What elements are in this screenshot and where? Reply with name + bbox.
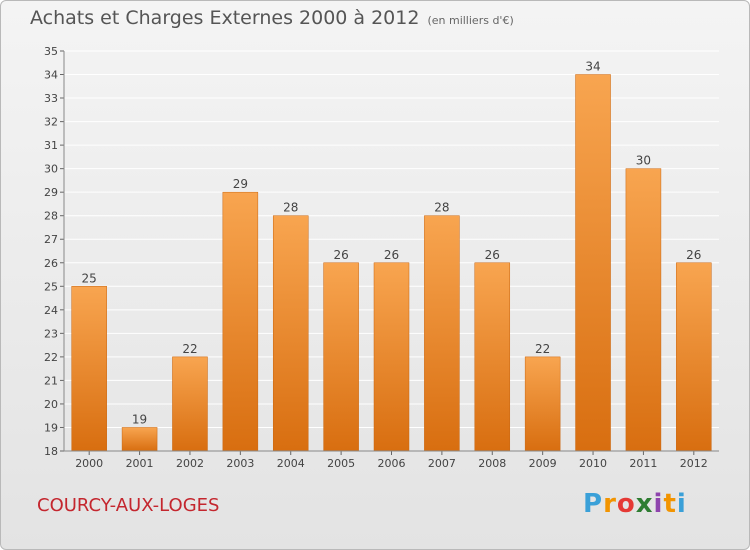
data-label: 19 xyxy=(132,412,147,426)
proxiti-logo: Proxiti xyxy=(583,489,687,519)
y-tick-label: 22 xyxy=(44,351,58,364)
logo-letter: i xyxy=(653,489,664,519)
data-label: 30 xyxy=(636,154,651,168)
y-tick-label: 35 xyxy=(44,45,58,58)
y-tick-label: 26 xyxy=(44,257,58,270)
x-tick-label: 2005 xyxy=(327,457,355,470)
x-tick-label: 2012 xyxy=(680,457,708,470)
bar-2009 xyxy=(524,356,561,452)
chart-unit: (en milliers d'€) xyxy=(427,14,514,27)
bar-2001 xyxy=(121,427,158,452)
city-name: COURCY-AUX-LOGES xyxy=(37,495,220,516)
data-label: 26 xyxy=(333,248,348,262)
y-tick-label: 19 xyxy=(44,421,58,434)
y-tick-label: 20 xyxy=(44,398,58,411)
bar-2007 xyxy=(424,215,460,452)
logo-letter: x xyxy=(635,489,654,519)
y-tick-label: 23 xyxy=(44,327,58,340)
bar-2008 xyxy=(474,262,511,452)
bar-2000 xyxy=(71,286,107,452)
y-tick-label: 33 xyxy=(44,92,58,105)
bar-2011 xyxy=(625,168,662,452)
data-label: 28 xyxy=(434,201,449,215)
logo-letter: P xyxy=(583,489,604,519)
y-tick-label: 32 xyxy=(44,116,58,129)
y-tick-label: 27 xyxy=(44,233,58,246)
x-tick-label: 2000 xyxy=(75,457,103,470)
x-tick-label: 2011 xyxy=(629,457,657,470)
data-labels: 25 19 22 29 28 26 26 28 26 22 34 30 26 xyxy=(82,60,702,427)
x-tick-label: 2003 xyxy=(226,457,254,470)
y-tick-label: 24 xyxy=(44,304,58,317)
y-tick-label: 31 xyxy=(44,139,58,152)
logo-letter: o xyxy=(616,489,636,519)
y-tick-label: 34 xyxy=(44,69,58,82)
x-tick-label: 2001 xyxy=(126,457,154,470)
bar-2005 xyxy=(323,262,359,452)
bar-2002 xyxy=(172,356,208,452)
data-label: 34 xyxy=(585,60,600,74)
x-tick-label: 2007 xyxy=(428,457,456,470)
x-tick-label: 2010 xyxy=(579,457,607,470)
data-label: 26 xyxy=(384,248,399,262)
bar-2003 xyxy=(222,191,259,452)
y-tick-label: 21 xyxy=(44,374,58,387)
data-label: 29 xyxy=(233,177,248,191)
x-tick-label: 2008 xyxy=(478,457,506,470)
bar-2004 xyxy=(272,215,309,452)
chart-title: Achats et Charges Externes 2000 à 2012 (e… xyxy=(30,7,514,29)
y-tick-label: 25 xyxy=(44,280,58,293)
y-tick-label: 29 xyxy=(44,186,58,199)
x-tick-label: 2002 xyxy=(176,457,204,470)
chart-title-text: Achats et Charges Externes 2000 à 2012 xyxy=(30,7,420,29)
logo-letter: t xyxy=(663,489,677,519)
data-label: 26 xyxy=(485,248,500,262)
bar-2012 xyxy=(676,262,712,452)
data-label: 22 xyxy=(182,342,197,356)
bar-2006 xyxy=(373,262,410,452)
bars xyxy=(71,74,712,452)
bar-2010 xyxy=(575,74,611,452)
y-tick-label: 30 xyxy=(44,163,58,176)
y-tick-label: 18 xyxy=(44,445,58,458)
y-axis-ticks: 18 19 20 21 22 23 24 25 26 27 28 29 30 31 32 33 34 35 xyxy=(44,45,64,458)
data-label: 22 xyxy=(535,342,550,356)
logo-letter: r xyxy=(603,489,617,519)
logo-letter: i xyxy=(676,489,687,519)
data-label: 28 xyxy=(283,201,298,215)
x-axis-ticks: 2000 2001 2002 2003 2004 2005 2006 2007 2008 2009… xyxy=(75,451,708,470)
x-tick-label: 2006 xyxy=(378,457,406,470)
y-tick-label: 28 xyxy=(44,210,58,223)
x-tick-label: 2004 xyxy=(277,457,305,470)
x-tick-label: 2009 xyxy=(529,457,557,470)
data-label: 25 xyxy=(82,271,97,285)
data-label: 26 xyxy=(686,248,701,262)
